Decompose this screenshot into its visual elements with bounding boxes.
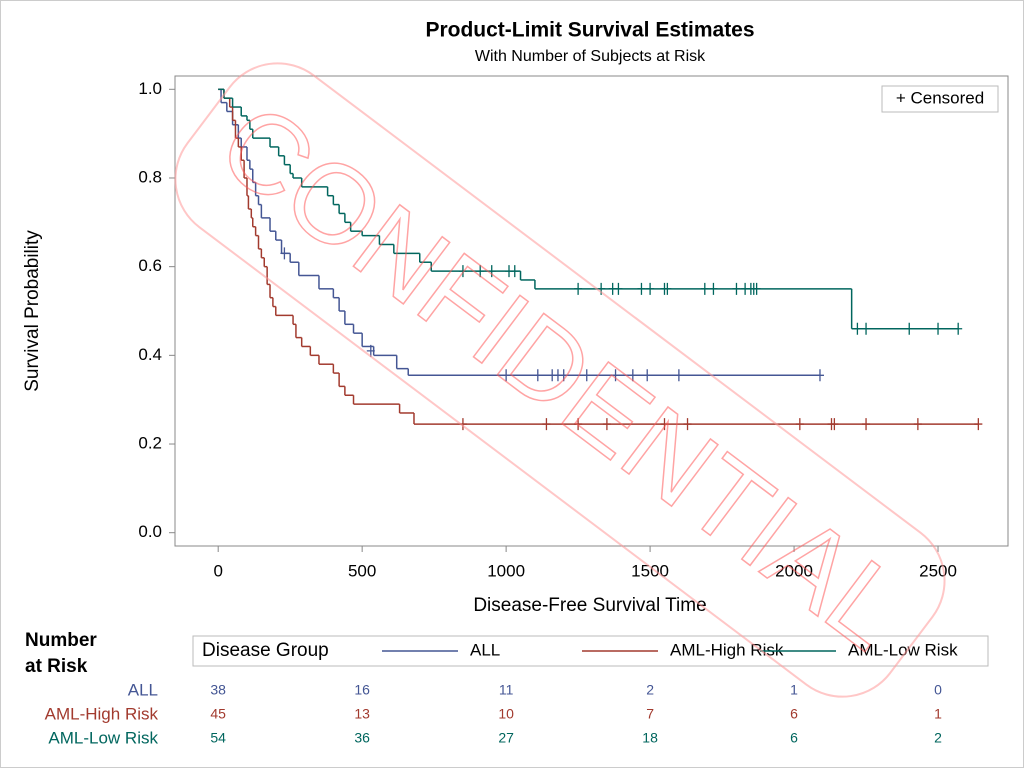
censor-mark: [862, 418, 871, 431]
risk-count: 16: [354, 682, 370, 698]
risk-count: 1: [790, 682, 798, 698]
censor-mark: [674, 369, 683, 382]
censor-mark: [830, 418, 839, 431]
risk-count: 6: [790, 706, 798, 722]
censored-legend: + Censored: [896, 88, 984, 107]
chart-title: Product-Limit Survival Estimates: [425, 19, 754, 42]
censor-mark: [752, 282, 761, 295]
censor-mark: [542, 418, 551, 431]
x-tick-label: 500: [348, 561, 376, 580]
risk-count: 0: [934, 682, 942, 698]
censor-mark: [643, 369, 652, 382]
censor-mark: [458, 265, 467, 278]
x-tick-label: 2000: [775, 561, 813, 580]
censor-mark: [663, 282, 672, 295]
censor-mark: [611, 369, 620, 382]
censor-mark: [510, 265, 519, 278]
x-axis-label: Disease-Free Survival Time: [473, 595, 706, 616]
risk-count: 13: [354, 706, 370, 722]
risk-row-label: AML-High Risk: [45, 704, 159, 723]
censor-mark: [905, 322, 914, 335]
legend-label: AML-High Risk: [670, 640, 784, 659]
risk-row-label: ALL: [128, 680, 158, 699]
risk-count: 2: [934, 730, 942, 746]
censor-mark: [574, 282, 583, 295]
risk-title: Number: [25, 630, 97, 651]
x-tick-label: 2500: [919, 561, 957, 580]
censor-mark: [732, 282, 741, 295]
censor-mark: [660, 418, 669, 431]
risk-count: 45: [210, 706, 226, 722]
risk-count: 18: [642, 730, 658, 746]
censor-mark: [815, 369, 824, 382]
censor-mark: [934, 322, 943, 335]
censor-mark: [862, 322, 871, 335]
y-tick-label: 0.0: [138, 522, 162, 541]
x-tick-label: 0: [213, 561, 222, 580]
y-tick-label: 1.0: [138, 79, 162, 98]
y-tick-label: 0.8: [138, 167, 162, 186]
censor-mark: [602, 418, 611, 431]
risk-count: 36: [354, 730, 370, 746]
risk-count: 11: [499, 682, 514, 698]
censor-mark: [974, 418, 983, 431]
censored-legend-box: [881, 85, 999, 113]
censor-mark: [683, 418, 692, 431]
censor-mark: [280, 247, 289, 260]
risk-count: 10: [498, 706, 514, 722]
censor-mark: [637, 282, 646, 295]
censor-mark: [582, 369, 591, 382]
censor-mark: [709, 282, 718, 295]
censor-mark: [795, 418, 804, 431]
censor-mark: [853, 322, 862, 335]
censor-mark: [700, 282, 709, 295]
legend-title: Disease Group: [202, 640, 329, 661]
y-tick-label: 0.4: [138, 345, 162, 364]
risk-count: 1: [934, 706, 942, 722]
y-tick-label: 0.2: [138, 434, 162, 453]
censor-mark: [502, 369, 511, 382]
censor-mark: [574, 418, 583, 431]
risk-count: 54: [210, 730, 226, 746]
censor-mark: [954, 322, 963, 335]
risk-title: at Risk: [25, 656, 88, 677]
censor-mark: [646, 282, 655, 295]
plot-area: [174, 75, 1009, 547]
chart-subtitle: With Number of Subjects at Risk: [475, 48, 706, 65]
x-tick-label: 1000: [487, 561, 525, 580]
legend-label: ALL: [470, 640, 500, 659]
censor-mark: [366, 344, 375, 357]
censor-mark: [487, 265, 496, 278]
censor-mark: [614, 282, 623, 295]
marks: 0.0 0.2 0.4 0.6 0.8 1.0 0 500 1000 1500 2000 2500: [138, 79, 983, 580]
risk-count: 38: [210, 682, 226, 698]
censor-mark: [559, 369, 568, 382]
censor-mark: [476, 265, 485, 278]
risk-row-label: AML-Low Risk: [48, 728, 158, 747]
x-tick-label: 1500: [631, 561, 669, 580]
risk-count: 6: [790, 730, 798, 746]
y-axis-label: Survival Probability: [22, 230, 43, 392]
legend-label: AML-Low Risk: [848, 640, 958, 659]
censor-mark: [533, 369, 542, 382]
censor-mark: [628, 369, 637, 382]
risk-count: 27: [498, 730, 514, 746]
risk-count: 2: [646, 682, 654, 698]
watermark-frame: [174, 62, 946, 698]
risk-count: 7: [646, 706, 654, 722]
y-tick-label: 0.6: [138, 256, 162, 275]
censor-mark: [913, 418, 922, 431]
